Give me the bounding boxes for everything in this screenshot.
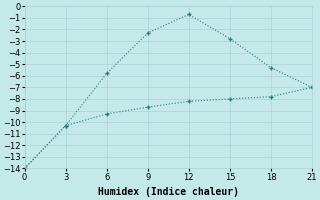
X-axis label: Humidex (Indice chaleur): Humidex (Indice chaleur) <box>98 187 239 197</box>
